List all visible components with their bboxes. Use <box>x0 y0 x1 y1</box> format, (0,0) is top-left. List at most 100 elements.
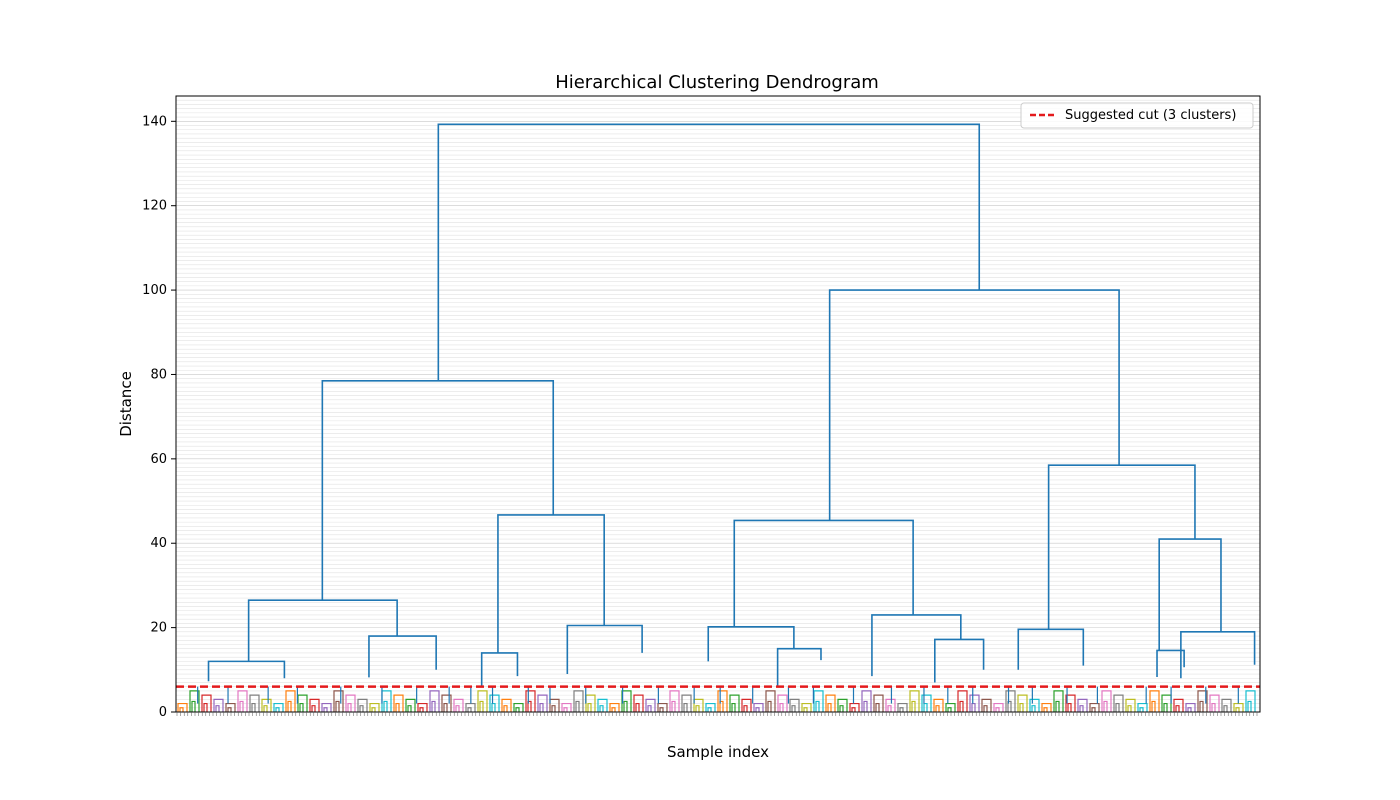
leaf-cluster-sublink <box>659 707 664 712</box>
leaf-cluster-sublink <box>587 702 592 712</box>
leaf-cluster-link <box>513 702 524 712</box>
leaf-cluster-link <box>261 698 272 712</box>
leaf-cluster-link <box>909 690 920 712</box>
leaf-cluster-link <box>849 702 860 712</box>
leaf-cluster-link <box>789 698 800 712</box>
leaf-cluster-sublink <box>539 702 544 712</box>
dendrogram-link <box>1158 538 1222 651</box>
leaf-cluster-link <box>393 694 404 712</box>
leaf-cluster-sublink <box>887 705 892 712</box>
leaf-cluster-link <box>321 702 332 712</box>
leaf-cluster-sublink <box>791 705 796 712</box>
leaf-cluster-sublink <box>347 702 352 712</box>
leaf-cluster-link <box>645 698 656 712</box>
leaf-cluster-sublink <box>911 700 916 712</box>
leaf-cluster-sublink <box>647 705 652 712</box>
leaf-cluster-link <box>345 694 356 712</box>
leaf-cluster-link <box>705 702 716 712</box>
leaf-cluster-sublink <box>683 702 688 712</box>
leaf-cluster-sublink <box>1091 707 1096 712</box>
dendrogram-link <box>1156 649 1185 677</box>
leaf-cluster-link <box>1053 690 1064 712</box>
leaf-cluster-link <box>1149 690 1160 712</box>
leaf-cluster-sublink <box>1235 707 1240 712</box>
leaf-cluster-sublink <box>863 700 868 712</box>
leaf-cluster-link <box>453 698 464 712</box>
leaf-cluster-link <box>249 694 260 712</box>
leaf-cluster-sublink <box>743 705 748 712</box>
dendrogram-link <box>1017 628 1085 670</box>
leaf-cluster-link <box>897 702 908 712</box>
leaf-cluster-sublink <box>443 702 448 712</box>
plot-frame <box>175 95 1261 713</box>
leaf-cluster-link <box>777 694 788 712</box>
leaf-cluster-sublink <box>695 705 700 712</box>
leaf-cluster-sublink <box>479 700 484 712</box>
leaf-cluster-link <box>1077 698 1088 712</box>
leaf-cluster-link <box>477 690 488 712</box>
leaf-cluster-sublink <box>1139 707 1144 712</box>
leaf-cluster-sublink <box>923 702 928 712</box>
leaf-cluster-sublink <box>731 702 736 712</box>
leaf-cluster-link <box>561 702 572 712</box>
leaf-cluster-sublink <box>899 707 904 712</box>
leaf-cluster-sublink <box>227 707 232 712</box>
leaf-cluster-sublink <box>263 705 268 712</box>
leaf-cluster-sublink <box>935 705 940 712</box>
leaf-cluster-sublink <box>947 707 952 712</box>
leaf-cluster-link <box>1017 694 1028 712</box>
legend: Suggested cut (3 clusters) <box>1020 102 1254 129</box>
x-axis-ticks <box>176 712 1258 716</box>
leaf-cluster-link <box>357 698 368 712</box>
leaf-cluster-link <box>597 698 608 712</box>
leaf-cluster-sublink <box>275 707 280 712</box>
dendrogram-link <box>497 514 605 653</box>
dendrogram-link <box>707 625 795 662</box>
leaf-cluster-link <box>933 698 944 712</box>
leaf-cluster-sublink <box>995 707 1000 712</box>
leaf-cluster-sublink <box>419 707 424 712</box>
leaf-cluster-link <box>1101 690 1112 712</box>
leaf-cluster-sublink <box>1199 700 1204 712</box>
dendrogram-link <box>437 123 981 381</box>
leaf-cluster-sublink <box>575 700 580 712</box>
dendrogram-link <box>1047 464 1196 630</box>
leaf-cluster-sublink <box>1223 705 1228 712</box>
leaf-cluster-sublink <box>1151 700 1156 712</box>
leaf-cluster-sublink <box>323 707 328 712</box>
leaf-cluster-sublink <box>299 702 304 712</box>
dendrogram-link <box>1180 631 1256 679</box>
leaf-cluster-sublink <box>1019 702 1024 712</box>
leaf-cluster-link <box>573 690 584 712</box>
leaf-cluster-sublink <box>503 705 508 712</box>
leaf-cluster-sublink <box>1043 707 1048 712</box>
leaf-cluster-link <box>837 698 848 712</box>
dendrogram-link <box>321 379 555 601</box>
leaf-cluster-link <box>213 698 224 712</box>
leaf-cluster-sublink <box>1211 702 1216 712</box>
leaf-cluster-sublink <box>1247 700 1252 712</box>
leaf-cluster-sublink <box>623 700 628 712</box>
leaf-cluster-link <box>1005 690 1016 712</box>
leaf-cluster-sublink <box>971 702 976 712</box>
leaf-cluster-sublink <box>371 707 376 712</box>
leaf-cluster-sublink <box>515 707 520 712</box>
leaf-cluster-link <box>669 690 680 712</box>
leaf-cluster-link <box>501 698 512 712</box>
leaf-cluster-sublink <box>1127 705 1132 712</box>
leaf-cluster-sublink <box>815 700 820 712</box>
leaf-cluster-sublink <box>1103 700 1108 712</box>
leaf-cluster-sublink <box>707 707 712 712</box>
y-tick-label: 40 <box>150 536 167 551</box>
leaf-cluster-link <box>969 694 980 712</box>
leaf-cluster-sublink <box>1163 702 1168 712</box>
leaf-cluster-link <box>189 690 200 712</box>
leaf-cluster-sublink <box>491 702 496 712</box>
leaf-cluster-link <box>1245 690 1256 712</box>
dendrogram-link <box>480 652 519 687</box>
dendrogram-link <box>776 647 822 687</box>
leaf-cluster-link <box>525 690 536 712</box>
leaf-cluster-sublink <box>839 705 844 712</box>
y-tick-label: 0 <box>159 705 167 720</box>
